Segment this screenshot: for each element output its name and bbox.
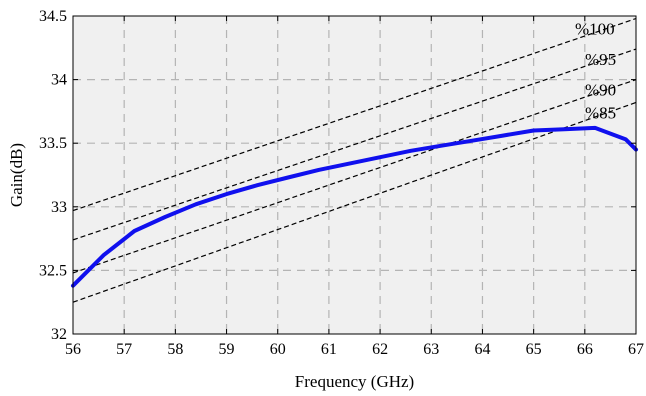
reference-line-label: %85 — [585, 103, 616, 122]
x-tick-label: 63 — [423, 341, 439, 358]
reference-line-labels: %100 %95 %90 %85 — [575, 20, 616, 123]
y-tick-label: 33.5 — [39, 135, 67, 152]
x-axis-ticks: 56 57 58 59 60 61 62 63 64 65 66 67 — [65, 16, 644, 358]
y-axis-title: Gain(dB) — [7, 143, 26, 207]
x-tick-label: 66 — [577, 341, 593, 358]
x-tick-label: 61 — [321, 341, 337, 358]
y-tick-label: 34.5 — [39, 8, 67, 25]
x-tick-label: 60 — [270, 341, 286, 358]
reference-line — [72, 48, 637, 241]
reference-line-label: %95 — [585, 50, 616, 69]
y-tick-label: 34 — [51, 72, 67, 89]
reference-line-label: %90 — [585, 81, 616, 100]
y-tick-label: 32 — [51, 326, 67, 343]
x-tick-label: 67 — [628, 341, 644, 358]
reference-line-label: %100 — [575, 20, 615, 39]
gain-series — [71, 125, 638, 288]
reference-line — [72, 17, 637, 212]
x-tick-label: 64 — [474, 341, 490, 358]
x-tick-label: 65 — [526, 341, 542, 358]
plot-frame — [72, 15, 637, 335]
gain-curve — [71, 125, 638, 288]
x-tick-label: 57 — [116, 341, 132, 358]
plot-area — [73, 16, 636, 334]
y-axis-ticks: 32 32.5 33 33.5 34 34.5 — [39, 8, 636, 343]
x-tick-label: 58 — [167, 341, 183, 358]
x-tick-label: 56 — [65, 341, 81, 358]
y-tick-label: 33 — [51, 199, 67, 216]
x-tick-label: 59 — [219, 341, 235, 358]
reference-line — [72, 79, 637, 274]
y-tick-label: 32.5 — [39, 262, 67, 279]
reference-line — [72, 101, 637, 303]
x-tick-label: 62 — [372, 341, 388, 358]
x-axis-title: Frequency (GHz) — [295, 372, 414, 391]
efficiency-reference-lines — [72, 17, 637, 303]
